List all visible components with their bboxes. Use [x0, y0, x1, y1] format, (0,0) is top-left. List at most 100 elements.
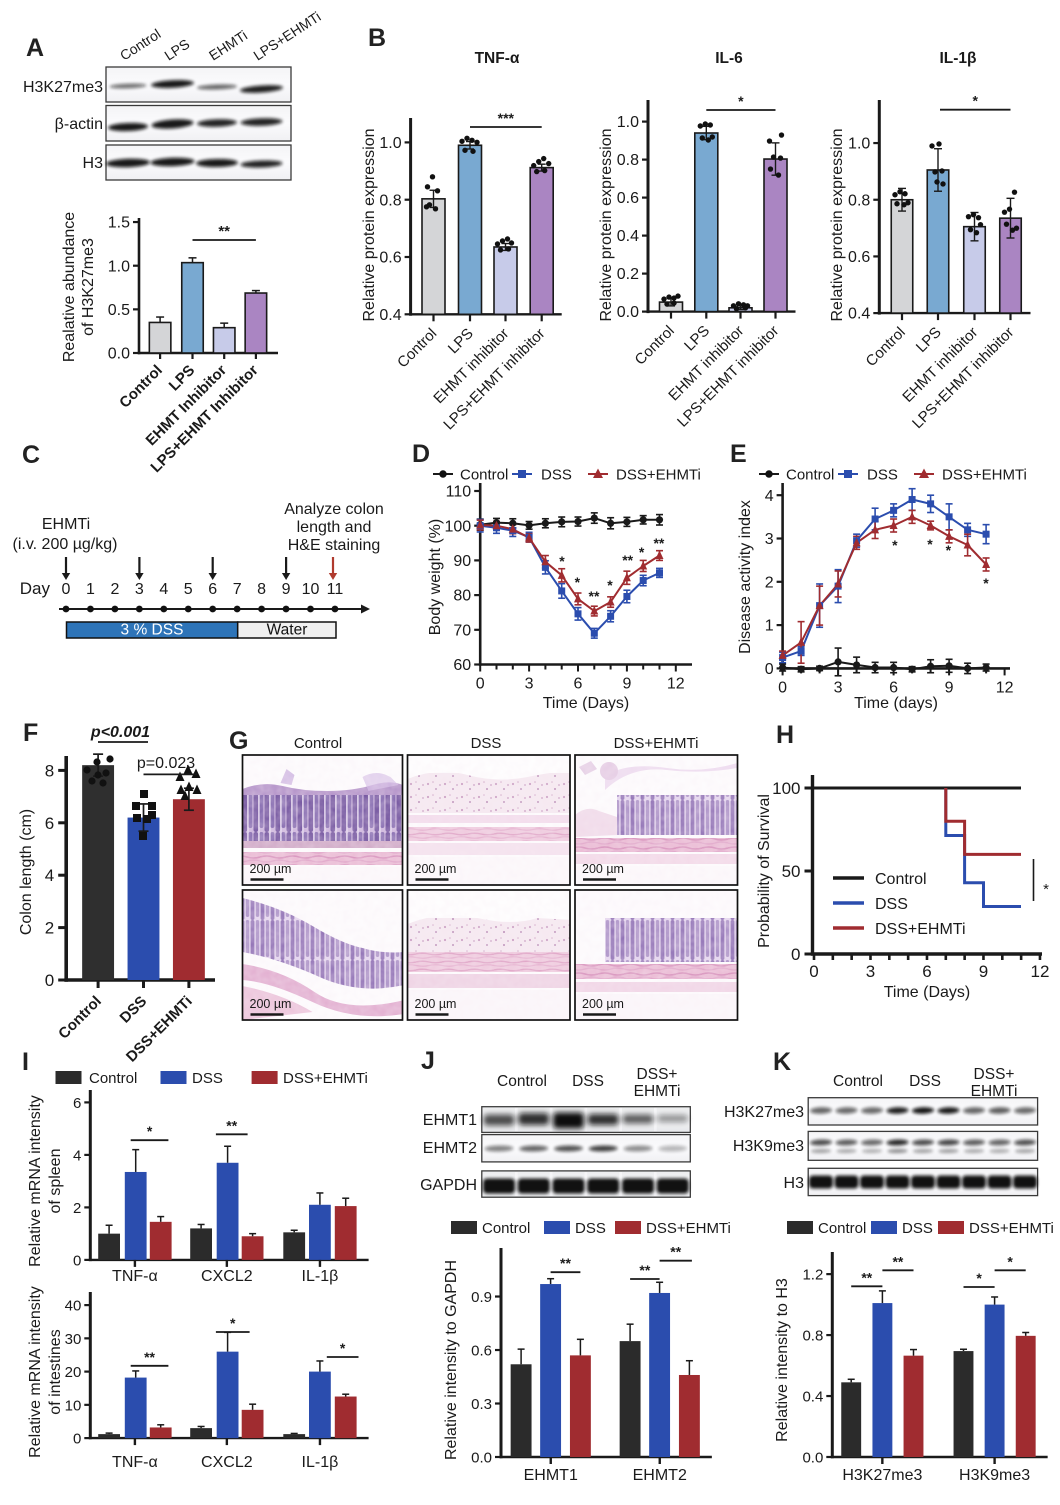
svg-text:*: *: [575, 574, 581, 590]
svg-text:Body weight (%): Body weight (%): [427, 519, 444, 636]
svg-text:DSS+EHMTi: DSS+EHMTi: [646, 1220, 731, 1237]
svg-text:**: **: [670, 1244, 681, 1260]
svg-text:200 µm: 200 µm: [415, 862, 457, 876]
svg-text:0.0: 0.0: [471, 1449, 492, 1466]
svg-text:1.0: 1.0: [617, 114, 639, 131]
svg-text:12: 12: [1030, 962, 1049, 981]
svg-text:p<0.001: p<0.001: [90, 724, 150, 741]
svg-text:Control: Control: [818, 1220, 866, 1237]
svg-text:*: *: [1043, 881, 1049, 898]
svg-text:6: 6: [208, 581, 217, 598]
svg-text:K: K: [773, 1048, 791, 1076]
svg-text:0.5: 0.5: [108, 302, 130, 319]
svg-text:0.6: 0.6: [379, 250, 401, 267]
svg-text:0.8: 0.8: [802, 1327, 823, 1344]
svg-text:Control: Control: [294, 735, 342, 752]
svg-text:Control: Control: [875, 871, 927, 888]
svg-text:of spleen: of spleen: [47, 1149, 64, 1214]
svg-text:GAPDH: GAPDH: [420, 1177, 477, 1194]
svg-text:*: *: [340, 1340, 346, 1356]
svg-text:Control: Control: [497, 1073, 547, 1090]
svg-text:F: F: [23, 719, 38, 747]
svg-text:Time (Days): Time (Days): [884, 984, 971, 1001]
svg-text:1.0: 1.0: [848, 136, 870, 153]
svg-text:3 % DSS: 3 % DSS: [121, 622, 184, 639]
svg-text:*: *: [892, 537, 898, 553]
svg-text:**: **: [892, 1253, 903, 1269]
svg-text:Probability of Survival: Probability of Survival: [756, 794, 773, 948]
svg-text:0.0: 0.0: [108, 346, 130, 363]
svg-text:DSS+EHMTi: DSS+EHMTi: [969, 1220, 1054, 1237]
svg-text:4: 4: [159, 581, 168, 598]
svg-text:6: 6: [45, 814, 54, 833]
svg-text:100: 100: [772, 779, 800, 798]
svg-text:*: *: [976, 1270, 982, 1286]
svg-text:*: *: [230, 1315, 236, 1331]
svg-text:**: **: [622, 552, 633, 568]
svg-text:TNF-α: TNF-α: [475, 50, 520, 67]
svg-text:*: *: [147, 1123, 153, 1139]
svg-text:3: 3: [866, 962, 875, 981]
svg-text:H3K27me3: H3K27me3: [23, 79, 103, 96]
svg-text:Disease activity index: Disease activity index: [737, 500, 754, 654]
svg-text:Water: Water: [267, 622, 308, 639]
svg-text:0.8: 0.8: [848, 192, 870, 209]
svg-text:of intestines: of intestines: [47, 1329, 64, 1414]
svg-text:0.0: 0.0: [617, 304, 639, 321]
svg-text:Relative mRNA intensity: Relative mRNA intensity: [27, 1286, 44, 1458]
svg-text:0.6: 0.6: [617, 190, 639, 207]
svg-text:*: *: [607, 577, 613, 593]
svg-text:0.4: 0.4: [379, 307, 401, 324]
svg-text:0.0: 0.0: [802, 1449, 823, 1466]
svg-text:0.2: 0.2: [617, 266, 639, 283]
svg-text:7: 7: [233, 581, 242, 598]
svg-text:0.3: 0.3: [471, 1396, 492, 1413]
svg-text:Relative protein expression: Relative protein expression: [829, 129, 846, 322]
svg-text:*: *: [639, 544, 645, 560]
svg-text:DSS+: DSS+: [637, 1066, 678, 1083]
svg-text:EHMTi: EHMTi: [42, 516, 90, 533]
svg-text:1: 1: [86, 581, 95, 598]
svg-text:4: 4: [765, 488, 774, 505]
svg-text:*: *: [973, 93, 979, 109]
svg-text:0: 0: [476, 676, 485, 693]
svg-text:200 µm: 200 µm: [250, 997, 292, 1011]
svg-text:8: 8: [45, 761, 54, 780]
svg-text:0.6: 0.6: [848, 249, 870, 266]
svg-text:H: H: [776, 721, 794, 749]
svg-text:DSS: DSS: [867, 467, 898, 484]
svg-text:Control: Control: [89, 1070, 137, 1087]
svg-text:EHMT1: EHMT1: [423, 1112, 477, 1129]
svg-text:EHMTi: EHMTi: [634, 1083, 681, 1100]
svg-text:G: G: [229, 727, 248, 755]
svg-text:0.8: 0.8: [379, 192, 401, 209]
svg-text:H3K9me3: H3K9me3: [959, 1467, 1030, 1484]
svg-text:1.5: 1.5: [108, 215, 130, 232]
svg-text:TNF-α: TNF-α: [112, 1454, 158, 1471]
svg-text:IL-1β: IL-1β: [302, 1454, 339, 1471]
svg-text:3: 3: [834, 679, 843, 696]
svg-text:30: 30: [65, 1331, 82, 1348]
svg-text:2: 2: [110, 581, 119, 598]
svg-text:DSS: DSS: [575, 1220, 606, 1237]
svg-text:EHMT1: EHMT1: [524, 1467, 578, 1484]
svg-text:length and: length and: [297, 519, 372, 536]
svg-text:1.2: 1.2: [802, 1267, 823, 1284]
svg-text:C: C: [22, 441, 40, 469]
svg-text:3: 3: [525, 676, 534, 693]
svg-text:**: **: [144, 1349, 155, 1365]
svg-text:90: 90: [453, 553, 471, 570]
svg-text:IL-1β: IL-1β: [302, 1268, 339, 1285]
svg-text:0: 0: [791, 945, 800, 964]
svg-text:9: 9: [979, 962, 988, 981]
svg-text:20: 20: [65, 1364, 82, 1381]
svg-text:*: *: [927, 536, 933, 552]
svg-text:DSS: DSS: [902, 1220, 933, 1237]
svg-text:Time (days): Time (days): [854, 695, 938, 712]
svg-text:9: 9: [945, 679, 954, 696]
svg-text:TNF-α: TNF-α: [112, 1268, 158, 1285]
svg-text:**: **: [639, 1262, 650, 1278]
svg-text:2: 2: [45, 919, 54, 938]
svg-text:CXCL2: CXCL2: [201, 1268, 253, 1285]
svg-text:9: 9: [282, 581, 291, 598]
